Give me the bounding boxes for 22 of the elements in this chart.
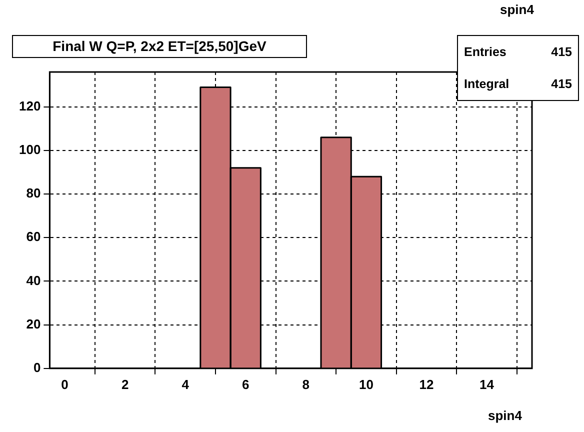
- y-tick-label: 20: [26, 316, 41, 332]
- x-tick-label: 14: [480, 376, 495, 392]
- x-axis-title: spin4: [488, 408, 522, 423]
- y-tick-label: 80: [26, 186, 41, 201]
- y-tick-label: 40: [26, 272, 41, 288]
- x-tick-label: 2: [121, 376, 129, 392]
- text: 415: [551, 76, 572, 93]
- chart-title: Final W Q=P, 2x2 ET=[25,50]GeV: [12, 35, 307, 58]
- x-tick-label: 4: [182, 376, 190, 392]
- y-tick-label: 0: [33, 360, 41, 375]
- x-tick-label: 8: [302, 376, 310, 392]
- x-tick-label: 0: [61, 376, 68, 392]
- text: spin4: [500, 2, 534, 17]
- annotation: Integral: [464, 76, 510, 93]
- text: Entries: [464, 44, 506, 61]
- x-tick-label: 6: [242, 376, 250, 392]
- y-tick-label: 100: [18, 142, 41, 158]
- x-tick-label: 10: [358, 376, 374, 392]
- x-tick-label: 12: [419, 376, 434, 392]
- text: 415: [551, 44, 572, 61]
- y-tick-label: 60: [26, 229, 41, 244]
- y-tick-label: 120: [18, 98, 41, 114]
